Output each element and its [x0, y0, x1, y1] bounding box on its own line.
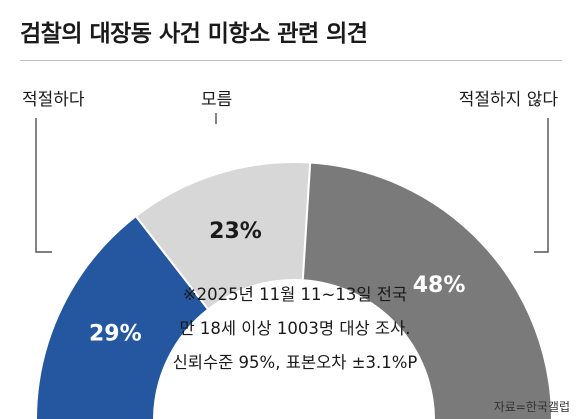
segment-disagree — [301, 161, 553, 419]
source-label: 자료=한국갤럽 — [494, 400, 570, 414]
value-label-agree: 29% — [89, 321, 142, 346]
value-label-unknown: 23% — [209, 219, 262, 244]
title-divider — [20, 60, 562, 61]
category-label-unknown: 모름 — [201, 90, 232, 110]
leader-line-agree — [35, 118, 52, 253]
category-label-disagree: 적절하지 않다 — [459, 90, 559, 110]
category-label-agree: 적절하다 — [22, 90, 85, 110]
value-label-disagree: 48% — [413, 273, 466, 298]
survey-note-line-3: 신뢰수준 95%, 표본오차 ±3.1%P — [173, 353, 418, 372]
chart-title: 검찰의 대장동 사건 미항소 관련 의견 — [20, 21, 368, 47]
survey-note-line-1: ※2025년 11월 11~13일 전국 — [183, 285, 407, 304]
survey-note-line-2: 만 18세 이상 1003명 대상 조사. — [179, 319, 410, 338]
leader-line-disagree — [534, 118, 549, 253]
segment-agree — [35, 214, 210, 419]
